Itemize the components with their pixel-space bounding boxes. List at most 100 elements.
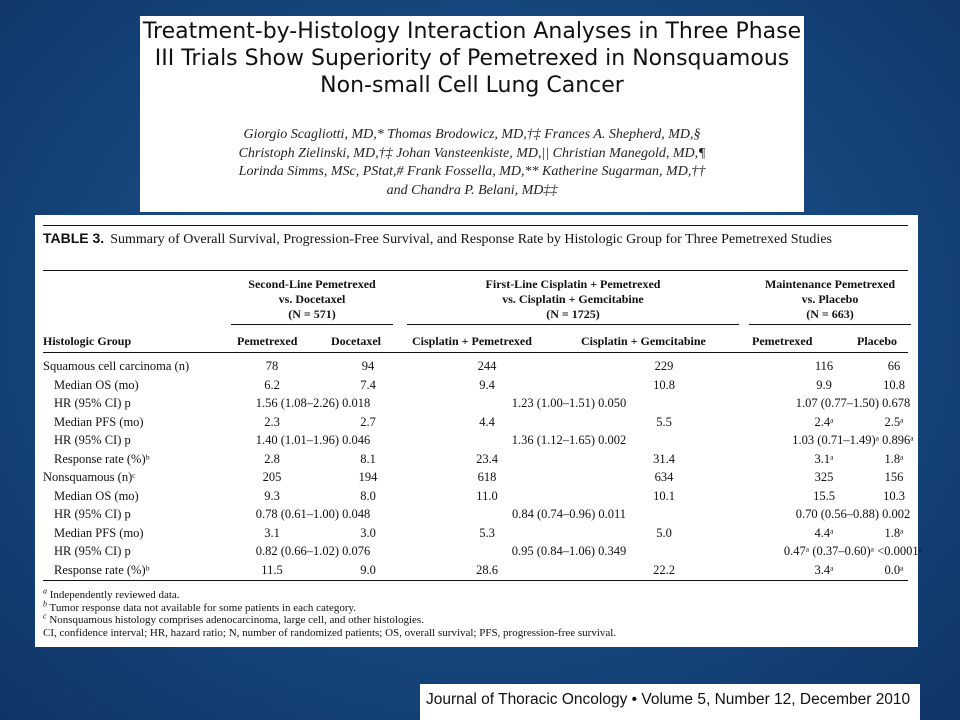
footnote-text: Tumor response data not available for so… (47, 601, 357, 614)
table-cell: 634 (654, 470, 674, 484)
col-header-cisplatin-pemetrexed: Cisplatin + Pemetrexed (412, 334, 532, 348)
author-line: Christoph Zielinski, MD,†‡ Johan Vanstee… (238, 145, 706, 161)
table-cell: 7.4 (360, 377, 376, 392)
title-line: Treatment-by-Histology Interaction Analy… (142, 19, 802, 44)
group-rule (231, 324, 393, 325)
row-label: Median OS (mo) (54, 377, 139, 392)
col-header-histologic-group: Histologic Group (43, 334, 132, 348)
table-cell: 1.8ᵃ (884, 451, 904, 466)
table-cell: 244 (477, 359, 497, 373)
table-cell: 9.0 (360, 562, 376, 577)
row-label: HR (95% CI) p (54, 507, 131, 521)
table-cell: 66 (887, 359, 901, 373)
table-cell: 94 (361, 359, 375, 373)
article-title: Treatment-by-Histology Interaction Analy… (140, 16, 804, 99)
table-cell: 1.23 (1.00–1.51) 0.050 (511, 396, 627, 410)
table-cell: 1.8ᵃ (884, 525, 904, 540)
table-cell: 9.9 (816, 377, 832, 392)
row-label: Median PFS (mo) (54, 525, 144, 540)
row-label: Nonsquamous (n)ᶜ (43, 470, 136, 484)
table-cell: 156 (884, 470, 904, 484)
group-header-line: Maintenance Pemetrexed (764, 277, 896, 291)
row-label: HR (95% CI) p (54, 433, 131, 447)
table-cell: 3.4ᵃ (814, 562, 834, 577)
author-list: Giorgio Scagliotti, MD,* Thomas Brodowic… (140, 126, 804, 200)
row-label: HR (95% CI) p (54, 544, 131, 558)
group-header-line: vs. Docetaxel (278, 292, 346, 306)
row-label: Response rate (%)ᵇ (54, 562, 150, 577)
table-caption-text: Summary of Overall Survival, Progression… (110, 232, 832, 247)
table-cell: 325 (814, 470, 834, 484)
table-cell: 10.8 (883, 377, 905, 392)
group-header-line: vs. Cisplatin + Gemcitabine (502, 292, 644, 306)
group-header-second-line: Second-Line Pemetrexed vs. Docetaxel (N … (231, 277, 393, 322)
table-cell: 116 (814, 359, 834, 373)
author-line: Giorgio Scagliotti, MD,* Thomas Brodowic… (243, 127, 701, 142)
group-header-maintenance: Maintenance Pemetrexed vs. Placebo (N = … (749, 277, 911, 322)
footnote: c Nonsquamous histology comprises adenoc… (43, 611, 424, 627)
table-cell: 0.78 (0.61–1.00) 0.048 (255, 507, 371, 521)
author-line: Lorinda Simms, MSc, PStat,# Frank Fossel… (238, 164, 706, 179)
footnote-text: Nonsquamous histology comprises adenocar… (46, 614, 424, 626)
table-cell: 10.8 (653, 377, 675, 392)
row-label: Median PFS (mo) (54, 414, 144, 429)
col-header-maintenance-pemetrexed: Pemetrexed (752, 334, 813, 348)
col-header-placebo: Placebo (857, 334, 897, 348)
table-cell: 11.0 (476, 488, 498, 503)
article-header: Treatment-by-Histology Interaction Analy… (140, 16, 804, 212)
footnote-text: Independently reviewed data. (47, 589, 180, 601)
footnote-mark: a (43, 586, 47, 596)
table-cell: 3.0 (360, 525, 376, 540)
header-rule (43, 352, 908, 353)
table-cell: 6.2 (264, 377, 280, 392)
table-cell: 0.95 (0.84–1.06) 0.349 (511, 544, 627, 558)
author-line: and Chandra P. Belani, MD‡‡ (386, 182, 558, 198)
table-cell: 618 (477, 470, 497, 484)
table-cell: 5.3 (479, 525, 495, 540)
table-cell: 28.6 (476, 562, 498, 577)
table-caption: TABLE 3. Summary of Overall Survival, Pro… (43, 230, 908, 248)
table-cell: 5.0 (656, 525, 672, 540)
table-cell: 2.4ᵃ (814, 414, 834, 429)
table-cell: 0.0ᵃ (884, 562, 904, 577)
table-cell: 5.5 (656, 414, 672, 429)
table-cell: 2.7 (360, 414, 376, 429)
table-cell: 11.5 (261, 562, 283, 577)
table-cell: 2.3 (264, 414, 280, 429)
group-header-first-line: First-Line Cisplatin + Pemetrexed vs. Ci… (407, 277, 739, 322)
group-rule (407, 324, 739, 325)
footnote: b Tumor response data not available for … (43, 599, 357, 615)
col-header-cisplatin-gemcitabine: Cisplatin + Gemcitabine (581, 334, 706, 348)
table-cell: 78 (265, 359, 279, 373)
table-cell: 1.36 (1.12–1.65) 0.002 (511, 433, 627, 447)
table-cell: 229 (654, 359, 674, 373)
col-header-pemetrexed: Pemetrexed (237, 334, 298, 348)
survival-table: TABLE 3. Summary of Overall Survival, Pro… (35, 215, 922, 647)
footnote: CI, confidence interval; HR, hazard rati… (43, 627, 616, 640)
table-cell: 3.1ᵃ (814, 451, 834, 466)
table-cell: 0.82 (0.66–1.02) 0.076 (255, 544, 371, 558)
row-label: HR (95% CI) p (54, 396, 131, 410)
footnote: a Independently reviewed data. (43, 586, 180, 602)
caption-rule (43, 270, 908, 271)
group-header-line: First-Line Cisplatin + Pemetrexed (485, 277, 661, 291)
table-cell: 15.5 (813, 488, 835, 503)
row-label: Median OS (mo) (54, 488, 139, 503)
row-label: Squamous cell carcinoma (n) (43, 359, 190, 373)
group-header-line: (N = 1725) (546, 307, 600, 321)
table-cell: 205 (262, 470, 282, 484)
table-cell: 9.4 (479, 377, 495, 392)
group-rule (749, 324, 911, 325)
table-cell: 10.1 (653, 488, 675, 503)
footnote-text: CI, confidence interval; HR, hazard rati… (43, 626, 617, 639)
table-cell: 31.4 (653, 451, 675, 466)
table-cell: 0.70 (0.56–0.88) 0.002 (795, 507, 911, 521)
table-cell: 1.07 (0.77–1.50) 0.678 (795, 396, 911, 410)
table-cell: 1.56 (1.08–2.26) 0.018 (255, 396, 371, 410)
table-cell: 2.5ᵃ (884, 414, 904, 429)
table-cell: 0.47ᵃ (0.37–0.60)ᵃ <0.0001ᵃ (783, 544, 923, 558)
top-rule (43, 225, 908, 226)
footnote-mark: c (43, 611, 47, 621)
table-cell: 194 (358, 470, 378, 484)
table-cell: 8.0 (360, 488, 376, 503)
